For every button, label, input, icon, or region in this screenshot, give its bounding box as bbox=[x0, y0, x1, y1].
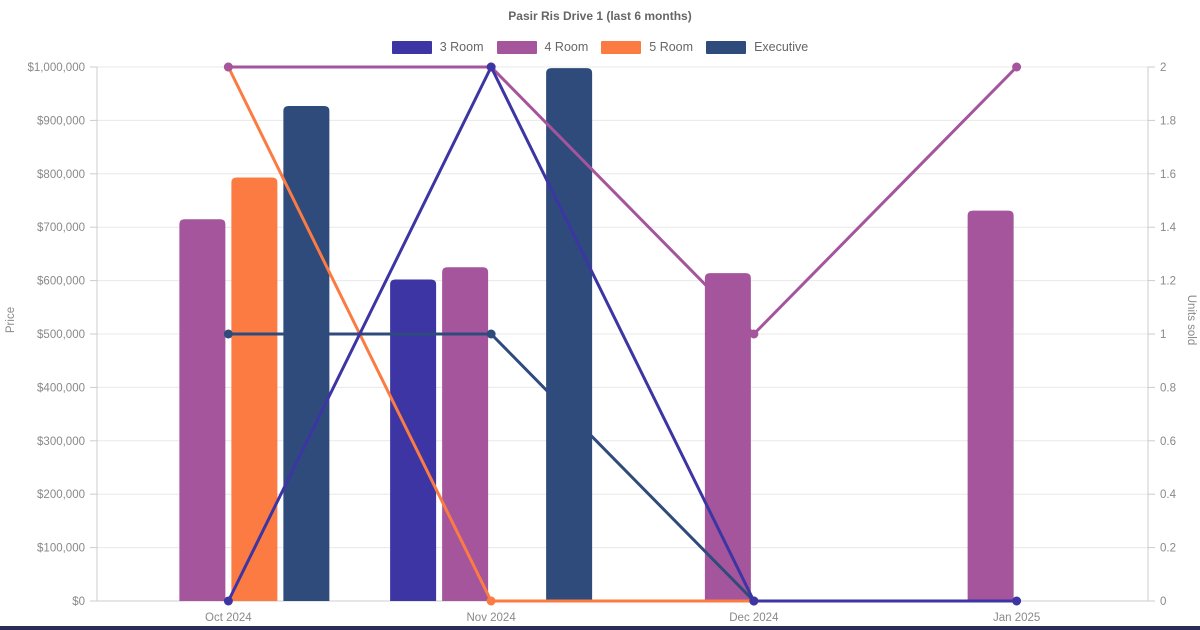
right-axis-tick-label: 1.6 bbox=[1160, 169, 1176, 181]
point-3-room-2[interactable] bbox=[749, 596, 759, 606]
point-executive-0[interactable] bbox=[223, 329, 233, 339]
legend-label-5-room: 5 Room bbox=[649, 40, 694, 54]
legend-swatch-3-room bbox=[391, 41, 432, 54]
left-axis-tick-label: $200,000 bbox=[37, 489, 85, 501]
bar-4-room-1[interactable] bbox=[442, 267, 489, 601]
legend-swatch-5-room bbox=[601, 41, 642, 54]
left-axis-tick-label: $500,000 bbox=[37, 329, 85, 341]
bar-4-room-0[interactable] bbox=[179, 219, 226, 601]
x-axis-label-2: Dec 2024 bbox=[729, 612, 779, 624]
line-4-room bbox=[228, 65, 1018, 337]
right-axis-title: Units sold bbox=[1185, 295, 1197, 346]
legend-item-5-room[interactable]: 5 Room bbox=[601, 41, 693, 54]
left-axis-tick-label: $400,000 bbox=[37, 382, 85, 394]
legend-item-4-room[interactable]: 4 Room bbox=[496, 40, 589, 54]
legend-label-3-room: 3 Room bbox=[439, 40, 484, 54]
right-axis-tick-label: 0 bbox=[1160, 596, 1166, 608]
legend-label-executive: Executive bbox=[754, 40, 809, 54]
point-3-room-0[interactable] bbox=[223, 596, 233, 606]
bar-4-room-3[interactable] bbox=[967, 210, 1014, 601]
left-axis-tick-label: $700,000 bbox=[37, 222, 85, 234]
point-4-room-3[interactable] bbox=[1012, 62, 1022, 72]
legend-swatch-executive bbox=[706, 41, 747, 54]
bar-4-room-2[interactable] bbox=[704, 273, 751, 601]
left-axis-tick-label: $600,000 bbox=[37, 276, 85, 288]
point-5-room-1[interactable] bbox=[486, 596, 496, 606]
point-4-room-0[interactable] bbox=[223, 62, 233, 72]
point-executive-1[interactable] bbox=[486, 329, 496, 339]
left-axis-tick-label: $1,000,000 bbox=[27, 62, 85, 74]
bar-executive-0[interactable] bbox=[283, 105, 330, 602]
left-axis-tick-label: $100,000 bbox=[37, 543, 85, 555]
bar-5-room-0[interactable] bbox=[231, 177, 278, 601]
legend-label-4-room: 4 Room bbox=[544, 40, 589, 54]
left-axis-tick-label: $900,000 bbox=[37, 115, 85, 127]
right-axis-tick-label: 1.4 bbox=[1160, 222, 1177, 234]
x-axis-label-0: Oct 2024 bbox=[205, 612, 252, 624]
x-axis-label-1: Nov 2024 bbox=[467, 612, 517, 624]
x-axis-label-3: Jan 2025 bbox=[993, 612, 1040, 624]
right-axis-tick-label: 1.2 bbox=[1160, 276, 1176, 288]
bottom-strip bbox=[0, 626, 1200, 630]
point-3-room-1[interactable] bbox=[486, 62, 496, 72]
line-3-room bbox=[227, 63, 1017, 603]
legend-item-3-room[interactable]: 3 Room bbox=[391, 40, 484, 54]
right-axis-tick-label: 0.4 bbox=[1160, 489, 1177, 501]
left-axis-tick-label: $300,000 bbox=[37, 436, 85, 448]
right-axis-tick-label: 0.8 bbox=[1160, 382, 1176, 394]
chart-legend: 3 Room 4 Room 5 Room Executive bbox=[0, 41, 1200, 54]
right-axis-tick-label: 0.6 bbox=[1160, 436, 1176, 448]
point-3-room-3[interactable] bbox=[1012, 596, 1022, 606]
left-axis-tick-label: $800,000 bbox=[37, 169, 85, 181]
right-axis-tick-label: 2 bbox=[1160, 62, 1166, 74]
point-4-room-2[interactable] bbox=[749, 329, 759, 339]
legend-swatch-4-room bbox=[496, 41, 537, 54]
right-axis-tick-label: 1.8 bbox=[1160, 115, 1176, 127]
right-axis-tick-label: 0.2 bbox=[1160, 543, 1176, 555]
right-axis-tick-label: 1 bbox=[1160, 329, 1166, 341]
chart-title: Pasir Ris Drive 1 (last 6 months) bbox=[508, 9, 692, 23]
left-axis-tick-label: $0 bbox=[72, 596, 85, 608]
left-axis-title: Price bbox=[5, 307, 17, 333]
legend-item-executive[interactable]: Executive bbox=[706, 41, 808, 54]
